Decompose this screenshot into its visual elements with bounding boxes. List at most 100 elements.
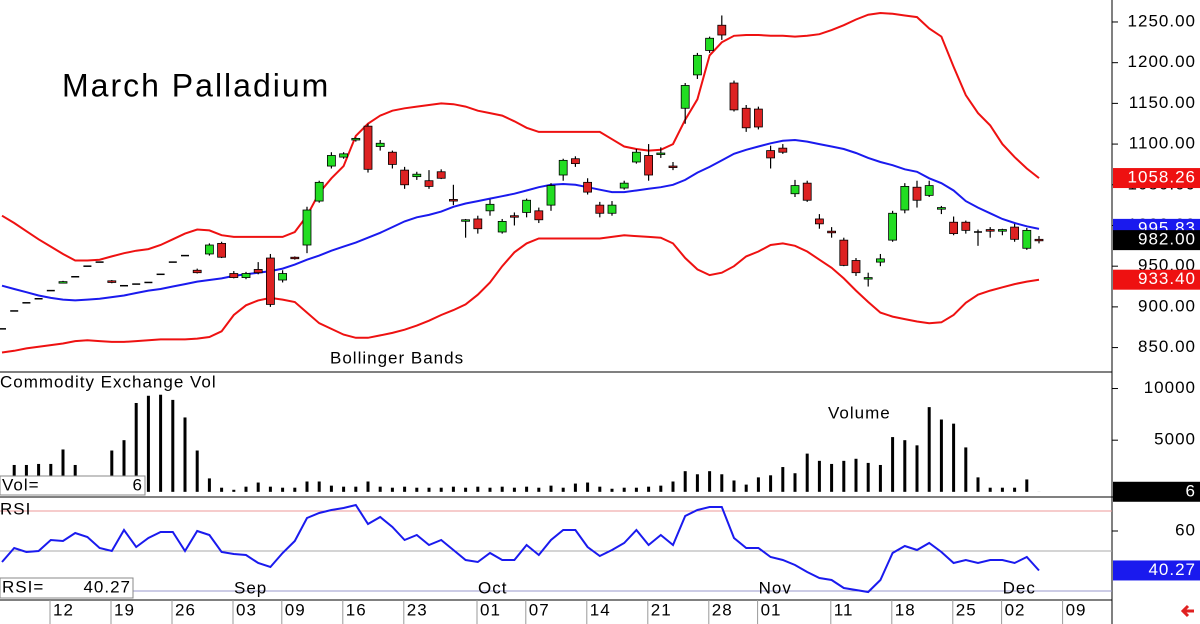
candle-body <box>705 37 714 51</box>
candle-body <box>314 181 324 202</box>
bar <box>488 487 492 492</box>
y-tick-label: 1100.00 <box>1129 134 1196 153</box>
line <box>1 503 1040 594</box>
bar <box>732 480 736 492</box>
line <box>1 138 1040 302</box>
bar <box>805 453 809 492</box>
x-tick-label: 09 <box>1066 600 1087 619</box>
bar <box>622 487 626 492</box>
bar <box>671 481 675 492</box>
bar <box>207 478 211 492</box>
bar <box>293 487 297 492</box>
bar <box>878 464 882 492</box>
bar <box>268 486 272 492</box>
bar <box>244 486 248 492</box>
bar <box>317 481 321 492</box>
close-label-box <box>1113 230 1200 251</box>
x-tick-label: 03 <box>236 600 257 619</box>
last-value-label: 6 <box>1186 481 1196 500</box>
candle-body <box>802 182 812 201</box>
bar <box>561 487 565 492</box>
candle-body <box>253 269 263 274</box>
candle-body <box>558 159 568 176</box>
candle-body <box>595 204 605 214</box>
bar <box>610 488 614 492</box>
month-label: Nov <box>759 578 792 597</box>
candle-body <box>326 155 336 167</box>
bar <box>927 407 931 492</box>
bar <box>61 449 65 492</box>
y-tick-label: 900.00 <box>1138 296 1196 315</box>
bar <box>512 487 516 492</box>
candle-body <box>985 229 995 232</box>
candle-body <box>192 269 202 274</box>
candle-body <box>278 273 288 281</box>
candle-body <box>107 280 117 283</box>
candle-body <box>961 221 971 231</box>
candle-body <box>546 185 556 206</box>
x-tick-label: 25 <box>956 600 977 619</box>
bar <box>659 485 663 492</box>
bar <box>329 485 333 492</box>
candle-body <box>693 54 702 76</box>
line <box>1 234 1040 354</box>
bar <box>866 462 870 492</box>
value-label: 40.27 <box>83 577 131 596</box>
candle-body <box>668 165 678 168</box>
x-tick-label: 11 <box>834 600 854 619</box>
bar <box>598 486 602 492</box>
candle-body <box>754 108 763 128</box>
bar <box>159 394 163 492</box>
bar <box>281 487 285 492</box>
bar <box>915 445 919 492</box>
bar <box>342 486 346 492</box>
scroll-arrow[interactable] <box>1180 604 1194 618</box>
bar <box>695 474 699 492</box>
bar <box>903 440 907 492</box>
candle-body <box>436 171 446 179</box>
candle-body <box>387 151 397 165</box>
candle-body <box>534 210 544 221</box>
candle-body <box>217 242 227 258</box>
bar <box>720 474 724 492</box>
candle-body <box>522 199 531 213</box>
candle-body <box>485 203 495 212</box>
month-label: Oct <box>478 578 507 597</box>
candle-body <box>241 273 251 278</box>
candle-body <box>632 151 641 163</box>
series-last-label: 1058.26 <box>1128 168 1196 187</box>
candle-body <box>949 221 958 235</box>
x-tick-label: 12 <box>53 600 74 619</box>
candle-body <box>900 186 910 211</box>
bar <box>988 487 992 492</box>
bar <box>525 486 529 492</box>
bar <box>195 450 199 492</box>
bar <box>1000 487 1004 492</box>
candle-body <box>424 180 434 187</box>
bar <box>220 487 224 492</box>
candle-body <box>888 212 897 241</box>
bar <box>403 486 407 492</box>
candle-body <box>339 153 349 158</box>
candle-body <box>571 158 580 165</box>
candle-body <box>815 218 824 225</box>
bar <box>964 447 968 492</box>
bar <box>232 489 236 492</box>
bar <box>683 471 687 492</box>
x-tick-label: 14 <box>590 600 611 619</box>
bar <box>1013 487 1017 492</box>
candle-body <box>1022 229 1032 249</box>
candle-body <box>607 204 617 214</box>
candle-body <box>509 215 519 218</box>
candle-body <box>1010 226 1019 240</box>
value-box <box>0 475 146 496</box>
candle-body <box>58 281 68 284</box>
bar <box>769 475 773 492</box>
bar <box>464 487 468 492</box>
candle-body <box>729 82 739 111</box>
candle-body <box>863 277 873 280</box>
candle-body <box>839 239 849 266</box>
bar <box>390 487 394 492</box>
